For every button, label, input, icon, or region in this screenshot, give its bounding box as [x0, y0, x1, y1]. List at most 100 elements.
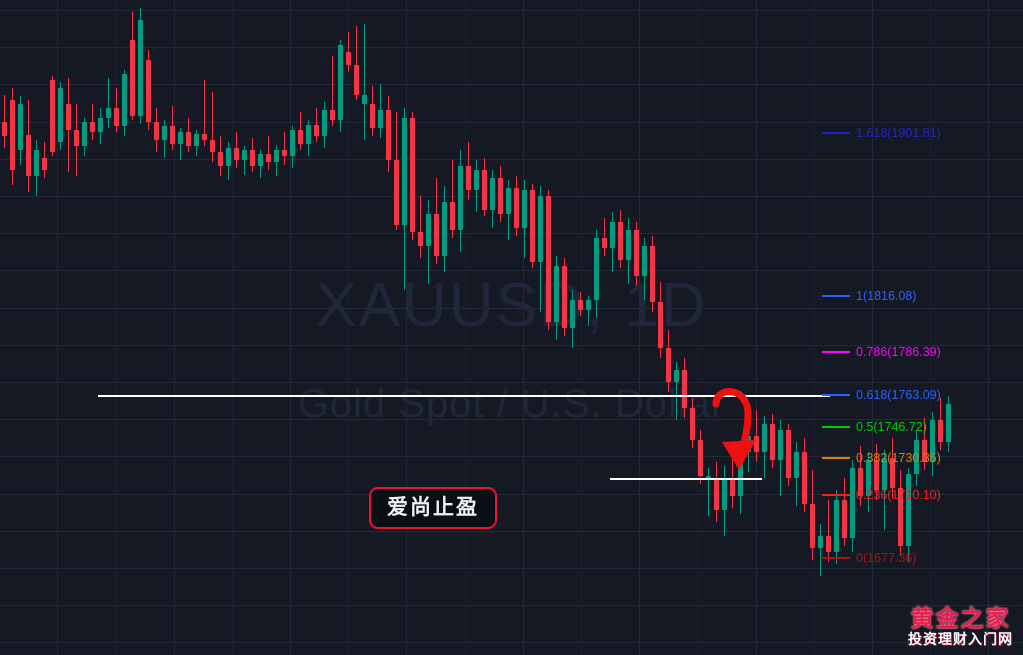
candle-body: [458, 166, 464, 230]
candle-body: [82, 122, 88, 146]
fib-level-dash-icon: [822, 426, 850, 428]
candle-body: [434, 214, 440, 256]
candle-body: [266, 154, 272, 162]
annotation-label-box: 爱尚止盈: [369, 487, 497, 530]
candle-body: [450, 202, 456, 230]
candle-body: [770, 424, 776, 460]
candle-body: [818, 536, 824, 548]
candle-wick: [267, 136, 270, 170]
candle-body: [898, 488, 904, 546]
site-watermark-title: 黄金之家: [910, 605, 1011, 632]
fib-level-dash-icon: [822, 295, 850, 297]
candle-wick: [331, 56, 334, 126]
fib-level-1-618: 1.618(1901.81): [822, 126, 941, 140]
candle-body: [146, 60, 152, 122]
candle-body: [138, 20, 144, 116]
candle-body: [90, 122, 96, 132]
candle-body: [362, 95, 368, 104]
candle-wick: [211, 92, 214, 162]
candle-body: [402, 118, 408, 225]
resistance-line: [98, 395, 830, 397]
fib-level-0: 0(1677.36): [822, 551, 916, 565]
candle-body: [34, 150, 40, 176]
candle-wick: [203, 80, 206, 146]
candle-body: [330, 110, 336, 120]
candle-wick: [675, 362, 678, 420]
candle-body: [866, 460, 872, 496]
candle-wick: [283, 132, 286, 165]
candle-body: [290, 130, 296, 156]
fib-level-label: 1.618(1901.81): [856, 126, 941, 140]
candle-body: [170, 126, 176, 144]
candle-body: [658, 302, 664, 348]
candle-body: [762, 424, 768, 452]
candle-body: [538, 196, 544, 262]
candle-wick: [243, 146, 246, 175]
candle-body: [218, 152, 224, 166]
candle-body: [250, 150, 256, 166]
candle-body: [858, 468, 864, 496]
fib-level-label: 0.382(1730.35): [856, 451, 941, 465]
candle-body: [18, 104, 24, 150]
candle-body: [794, 452, 800, 478]
candle-body: [506, 188, 512, 214]
candle-body: [370, 104, 376, 128]
candle-wick: [3, 95, 6, 148]
fib-level-label: 1(1816.08): [856, 289, 917, 303]
candle-body: [306, 125, 312, 144]
fib-level-0-618: 0.618(1763.09): [822, 388, 941, 402]
candle-body: [626, 230, 632, 260]
candle-body: [610, 222, 616, 248]
candle-body: [874, 460, 880, 490]
candle-body: [890, 458, 896, 488]
candle-body: [746, 436, 752, 452]
candle-body: [314, 125, 320, 136]
candle-body: [378, 110, 384, 128]
candle-body: [498, 178, 504, 214]
candle-body: [530, 190, 536, 262]
fib-level-label: 0.5(1746.72): [856, 420, 927, 434]
candle-body: [666, 348, 672, 382]
candle-body: [234, 148, 240, 160]
candle-body: [842, 500, 848, 538]
candle-body: [834, 500, 840, 552]
candle-body: [514, 188, 520, 228]
candle-wick: [707, 468, 710, 516]
fib-level-0-236: 0.236(1710.10): [822, 488, 941, 502]
candle-wick: [883, 450, 886, 530]
candle-body: [130, 40, 136, 116]
fib-level-dash-icon: [822, 557, 850, 559]
fib-level-dash-icon: [822, 494, 850, 496]
candle-body: [682, 370, 688, 408]
candle-body: [778, 430, 784, 460]
candle-wick: [819, 524, 822, 576]
candle-body: [74, 130, 80, 146]
fib-level-1: 1(1816.08): [822, 289, 916, 303]
candle-body: [10, 100, 16, 170]
candle-body: [338, 45, 344, 120]
candle-body: [154, 122, 160, 140]
candle-body: [570, 300, 576, 328]
candle-body: [322, 110, 328, 136]
candle-wick: [363, 24, 366, 140]
candle-wick: [419, 196, 422, 258]
candle-wick: [355, 26, 358, 100]
candle-body: [186, 132, 192, 146]
fib-level-0-5: 0.5(1746.72): [822, 420, 927, 434]
candle-body: [194, 134, 200, 146]
candle-body: [106, 108, 112, 118]
candle-body: [554, 266, 560, 322]
candle-body: [562, 266, 568, 328]
candle-body: [98, 118, 104, 132]
candle-body: [394, 160, 400, 225]
candle-wick: [827, 500, 830, 562]
fib-level-label: 0.236(1710.10): [856, 488, 941, 502]
candle-body: [242, 150, 248, 160]
fib-level-dash-icon: [822, 351, 850, 353]
candle-body: [26, 135, 32, 176]
candle-body: [282, 150, 288, 156]
candle-body: [42, 158, 48, 170]
candle-body: [162, 126, 168, 140]
